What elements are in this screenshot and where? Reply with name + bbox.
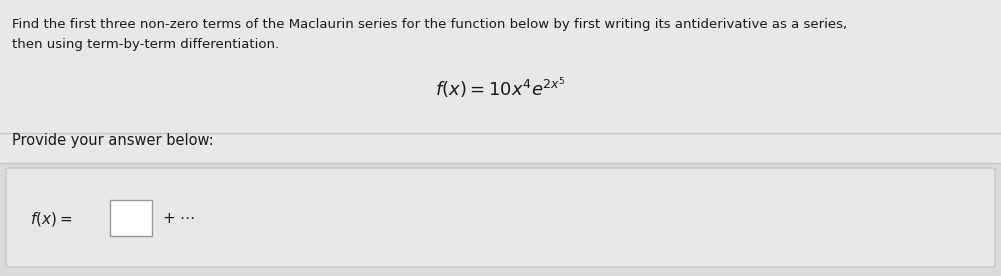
FancyBboxPatch shape	[6, 168, 995, 267]
Bar	[0, 0, 1001, 133]
Text: Provide your answer below:: Provide your answer below:	[12, 132, 214, 147]
Text: $+\ \cdots$: $+\ \cdots$	[162, 212, 195, 226]
Text: then using term-by-term differentiation.: then using term-by-term differentiation.	[12, 38, 279, 51]
Text: $f(x) = 10x^4e^{2x^5}$: $f(x) = 10x^4e^{2x^5}$	[434, 75, 566, 101]
FancyBboxPatch shape	[110, 200, 152, 236]
Text: Find the first three non-zero terms of the Maclaurin series for the function bel: Find the first three non-zero terms of t…	[12, 18, 847, 31]
Bar	[0, 133, 1001, 163]
Bar	[0, 163, 1001, 276]
Text: $f(x) =$: $f(x) =$	[30, 210, 72, 228]
